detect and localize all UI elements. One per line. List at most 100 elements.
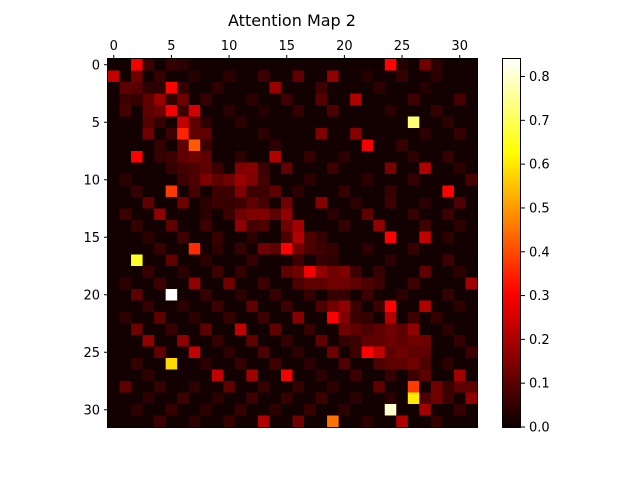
- heatmap-cell: [154, 277, 167, 290]
- heatmap-cell: [269, 231, 282, 244]
- heatmap-cell: [165, 185, 178, 198]
- heatmap-cell: [223, 128, 236, 141]
- heatmap-cell: [304, 369, 317, 382]
- heatmap-cell: [407, 139, 420, 152]
- heatmap-cell: [257, 323, 271, 336]
- heatmap-cell: [338, 277, 351, 290]
- heatmap-cell: [246, 404, 259, 417]
- heatmap-cell: [430, 415, 444, 428]
- colorbar: [502, 58, 521, 428]
- heatmap-cell: [108, 185, 121, 198]
- heatmap-cell: [315, 312, 328, 325]
- heatmap-cell: [338, 105, 351, 118]
- heatmap-cell: [119, 266, 132, 279]
- heatmap-cell: [453, 116, 467, 129]
- heatmap-cell: [396, 231, 409, 244]
- heatmap-cell: [142, 59, 155, 72]
- heatmap-cell: [269, 70, 282, 83]
- heatmap-cell: [315, 289, 328, 302]
- heatmap-cell: [304, 231, 317, 244]
- heatmap-cell: [246, 93, 259, 106]
- heatmap-cell: [442, 197, 455, 210]
- heatmap-cell: [327, 162, 340, 175]
- heatmap-cell: [292, 312, 305, 325]
- heatmap-cell: [373, 289, 386, 302]
- heatmap-cell: [223, 139, 236, 152]
- heatmap-cell: [315, 254, 328, 267]
- heatmap-cell: [108, 243, 121, 256]
- heatmap-cell: [396, 277, 409, 290]
- heatmap-cell: [131, 277, 144, 290]
- heatmap-cell: [396, 162, 409, 175]
- heatmap-cell: [177, 208, 190, 221]
- heatmap-cell: [177, 128, 190, 141]
- heatmap-cell: [177, 185, 190, 198]
- heatmap-cell: [419, 59, 432, 72]
- heatmap-cell: [154, 415, 167, 428]
- heatmap-cell: [280, 415, 294, 428]
- heatmap-cell: [280, 243, 294, 256]
- heatmap-cell: [327, 358, 340, 371]
- heatmap-cell: [211, 220, 224, 233]
- heatmap-cell: [304, 162, 317, 175]
- heatmap-cell: [177, 346, 190, 359]
- heatmap-cell: [154, 231, 167, 244]
- heatmap-cell: [292, 197, 305, 210]
- heatmap-cell: [407, 93, 420, 106]
- heatmap-cell: [142, 392, 155, 405]
- heatmap-cell: [177, 105, 190, 118]
- heatmap-cell: [384, 231, 397, 244]
- heatmap-cell: [465, 139, 478, 152]
- heatmap-cell: [304, 128, 317, 141]
- heatmap-cell: [315, 70, 328, 83]
- heatmap-cell: [119, 277, 132, 290]
- heatmap-cell: [177, 392, 190, 405]
- heatmap-cell: [200, 116, 213, 129]
- heatmap-cell: [269, 266, 282, 279]
- heatmap-cell: [396, 346, 409, 359]
- heatmap-cell: [361, 323, 374, 336]
- heatmap-cell: [465, 59, 478, 72]
- heatmap-cell: [257, 185, 271, 198]
- heatmap-cell: [396, 128, 409, 141]
- heatmap-cell: [246, 415, 259, 428]
- heatmap-cell: [280, 254, 294, 267]
- heatmap-cell: [142, 335, 155, 348]
- heatmap-cell: [304, 346, 317, 359]
- heatmap-cell: [269, 404, 282, 417]
- heatmap-cell: [373, 82, 386, 95]
- heatmap-cell: [154, 289, 167, 302]
- heatmap-cell: [142, 162, 155, 175]
- heatmap-cell: [407, 243, 420, 256]
- heatmap-cell: [211, 105, 224, 118]
- heatmap-cell: [304, 358, 317, 371]
- heatmap-cell: [419, 185, 432, 198]
- heatmap-cell: [396, 105, 409, 118]
- heatmap-cell: [304, 220, 317, 233]
- heatmap-cell: [200, 208, 213, 221]
- heatmap-cell: [465, 128, 478, 141]
- heatmap-cell: [165, 381, 178, 394]
- heatmap-cell: [234, 220, 247, 233]
- heatmap-cell: [465, 185, 478, 198]
- heatmap-cell: [165, 289, 178, 302]
- heatmap-cell: [211, 59, 224, 72]
- heatmap-cell: [292, 346, 305, 359]
- heatmap-cell: [350, 105, 363, 118]
- heatmap-cell: [361, 208, 374, 221]
- heatmap-cell: [292, 174, 305, 187]
- heatmap-cell: [373, 139, 386, 152]
- heatmap-cell: [419, 105, 432, 118]
- heatmap-cell: [131, 415, 144, 428]
- heatmap-cell: [396, 381, 409, 394]
- heatmap-cell: [373, 128, 386, 141]
- heatmap-cell: [188, 289, 201, 302]
- heatmap-cell: [165, 254, 178, 267]
- heatmap-cell: [396, 323, 409, 336]
- heatmap-cell: [442, 277, 455, 290]
- heatmap-cell: [257, 59, 271, 72]
- heatmap-cell: [234, 346, 247, 359]
- colorbar-tick-label: 0.0: [529, 421, 550, 436]
- heatmap-cell: [142, 231, 155, 244]
- heatmap-cell: [154, 220, 167, 233]
